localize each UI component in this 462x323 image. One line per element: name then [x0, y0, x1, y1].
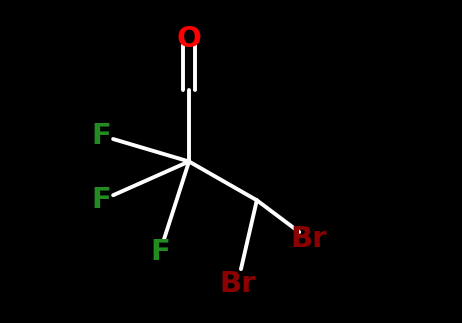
Text: Br: Br — [219, 270, 255, 298]
Text: O: O — [176, 25, 201, 53]
Text: F: F — [92, 122, 112, 150]
Text: F: F — [150, 238, 170, 266]
Text: F: F — [92, 186, 112, 214]
Text: Br: Br — [290, 225, 327, 253]
